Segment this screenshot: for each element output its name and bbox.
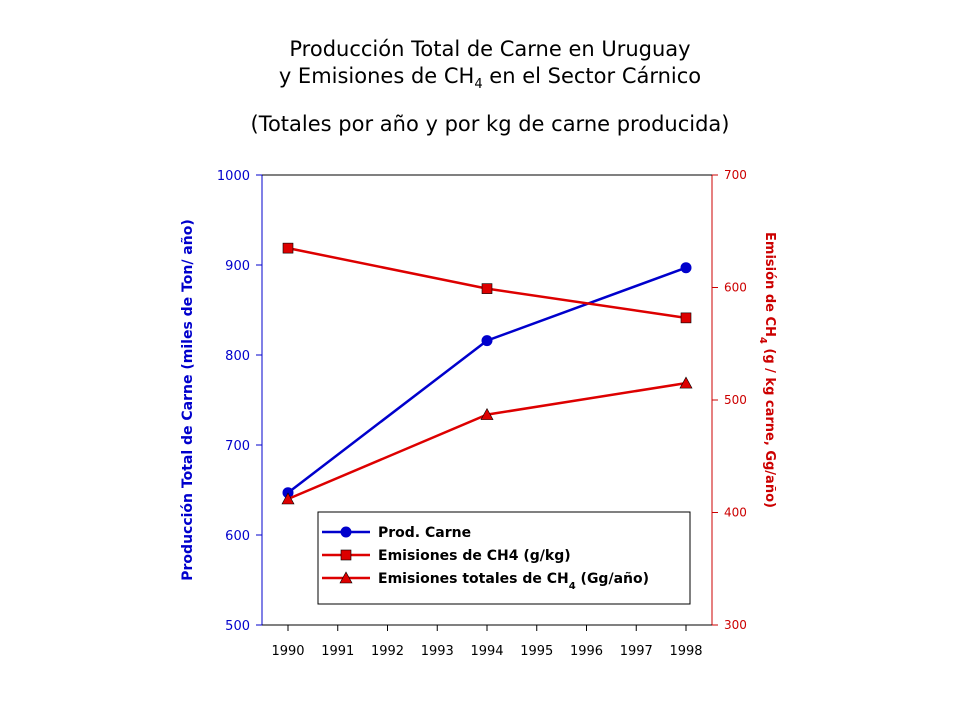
title-line-3: (Totales por año y por kg de carne produ…	[250, 112, 730, 137]
right-axis-title-post: (g / kg carne, Gg/año)	[762, 344, 777, 508]
title-line-2: y Emisiones de CH4 en el Sector Cárnico	[0, 63, 960, 98]
right-tick-label: 500	[724, 393, 747, 407]
x-tick-label: 1992	[371, 644, 404, 659]
data-point-1	[282, 242, 294, 254]
left-tick-label: 1000	[217, 169, 250, 184]
x-tick-label: 1991	[321, 644, 354, 659]
series-line-2	[287, 381, 687, 501]
legend-label-1: Emisiones de CH4 (g/kg)	[378, 548, 571, 564]
data-point-2	[480, 407, 494, 420]
right-tick-label: 600	[724, 281, 747, 295]
legend-box	[317, 511, 691, 605]
x-tick-label: 1994	[470, 644, 503, 659]
legend-marker-1	[340, 549, 352, 561]
series-line-0	[287, 266, 687, 494]
legend: Prod. Carne Emisiones de CH4 (g/kg) Emisio…	[317, 511, 691, 605]
title-line-2-sub: 4	[474, 77, 483, 93]
right-axis-title-pre: Emisión de CH	[762, 232, 777, 337]
x-tick-label: 1990	[271, 644, 304, 659]
left-axis-title: Producción Total de Carne (miles de Ton/…	[180, 219, 196, 580]
right-axis-title: Emisión de CH4 (g / kg carne, Gg/año)	[758, 232, 778, 508]
series-layer	[281, 242, 693, 505]
data-point-0	[481, 335, 493, 347]
x-tick-label: 1998	[669, 644, 702, 659]
legend-label-sub: 4	[569, 581, 576, 592]
legend-label-pre: Emisiones totales de CH	[378, 571, 569, 587]
left-tick-label: 500	[225, 619, 250, 634]
left-tick-label: 900	[225, 259, 250, 274]
right-tick-label: 400	[724, 506, 747, 520]
chart-title: Producción Total de Carne en Uruguay y E…	[0, 36, 960, 138]
data-point-2	[281, 492, 295, 505]
title-line-2-post: en el Sector Cárnico	[482, 64, 702, 88]
right-tick-label: 300	[724, 618, 747, 632]
legend-marker-0	[340, 526, 352, 538]
data-point-1	[481, 283, 493, 294]
legend-label-2: Emisiones totales de CH4 (Gg/año)	[378, 571, 649, 592]
x-tick-label: 1996	[570, 644, 603, 659]
x-tick-label: 1993	[421, 644, 454, 659]
axes: 500 600 700 800 900 1000 300 400 500 600 700 1990 19…	[180, 168, 777, 659]
legend-label-post: (Gg/año)	[576, 571, 649, 587]
legend-marker-2	[339, 571, 353, 584]
x-tick-label: 1997	[620, 644, 653, 659]
right-axis-title-sub: 4	[758, 337, 769, 344]
x-tick-label: 1995	[520, 644, 553, 659]
title-line-2-pre: y Emisiones de CH	[278, 64, 475, 88]
legend-label-0: Prod. Carne	[378, 525, 471, 541]
right-tick-label: 700	[724, 168, 747, 182]
left-tick-label: 800	[225, 349, 250, 364]
data-point-2	[679, 376, 693, 389]
series-line-1	[287, 246, 687, 320]
left-tick-label: 700	[225, 439, 250, 454]
left-tick-label: 600	[225, 529, 250, 544]
data-point-0	[680, 262, 692, 274]
title-line-1: Producción Total de Carne en Uruguay	[289, 37, 691, 61]
data-point-1	[680, 312, 692, 324]
